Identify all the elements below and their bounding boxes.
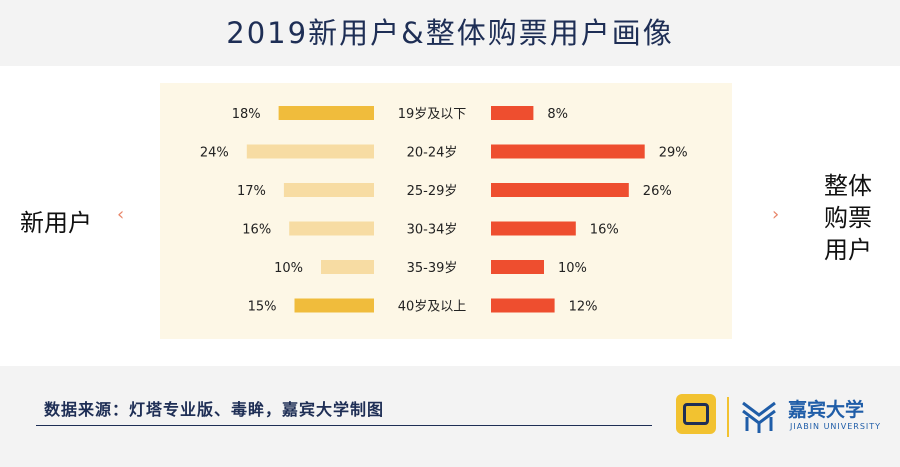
- chevron-left-icon: ‹: [117, 204, 125, 225]
- new-user-value-label: 18%: [232, 107, 261, 122]
- new-user-bar: [278, 106, 374, 120]
- university-logo-icon: [742, 401, 776, 433]
- overall-user-value-label: 29%: [659, 146, 688, 161]
- new-user-value-label: 16%: [242, 223, 271, 238]
- title-band: [0, 0, 900, 66]
- overall-user-value-label: 26%: [643, 184, 672, 199]
- source-note: 数据来源：灯塔专业版、毒眸，嘉宾大学制图: [44, 400, 385, 419]
- university-subtitle: JIABIN UNIVERSITY: [790, 422, 882, 431]
- age-category-label: 40岁及以上: [398, 300, 467, 315]
- footer-divider: [36, 425, 652, 426]
- watching-logo-icon: [676, 394, 716, 434]
- overall-user-bar: [491, 221, 576, 236]
- overall-user-bar: [491, 183, 629, 197]
- new-user-bar: [294, 298, 374, 313]
- overall-user-label: 整体 购票 用户: [824, 172, 872, 264]
- overall-user-bar: [491, 106, 534, 120]
- new-user-bar: [289, 221, 374, 236]
- overall-user-value-label: 8%: [547, 107, 568, 122]
- overall-user-bar: [491, 144, 645, 159]
- age-category-label: 35-39岁: [407, 261, 458, 276]
- page-title: 2019新用户&整体购票用户画像: [226, 16, 674, 50]
- new-user-bar: [321, 260, 374, 274]
- new-user-value-label: 15%: [248, 300, 277, 315]
- new-user-bar: [246, 144, 374, 159]
- overall-user-bar: [491, 260, 544, 274]
- age-category-label: 25-29岁: [407, 184, 458, 199]
- logo-divider: [727, 397, 729, 437]
- overall-user-value-label: 12%: [569, 300, 598, 315]
- age-category-label: 30-34岁: [407, 223, 458, 238]
- age-category-label: 19岁及以下: [398, 107, 467, 122]
- overall-user-value-label: 16%: [590, 223, 619, 238]
- new-user-value-label: 24%: [200, 146, 229, 161]
- new-user-label: 新用户: [20, 209, 92, 237]
- age-category-label: 20-24岁: [407, 146, 458, 161]
- overall-user-value-label: 10%: [558, 261, 587, 276]
- overall-user-bar: [491, 298, 555, 313]
- chart-panel: [160, 83, 732, 339]
- chevron-right-icon: ›: [772, 204, 780, 225]
- new-user-bar: [283, 183, 374, 197]
- new-user-value-label: 10%: [274, 261, 303, 276]
- new-user-value-label: 17%: [237, 184, 266, 199]
- university-name: 嘉宾大学: [788, 399, 865, 421]
